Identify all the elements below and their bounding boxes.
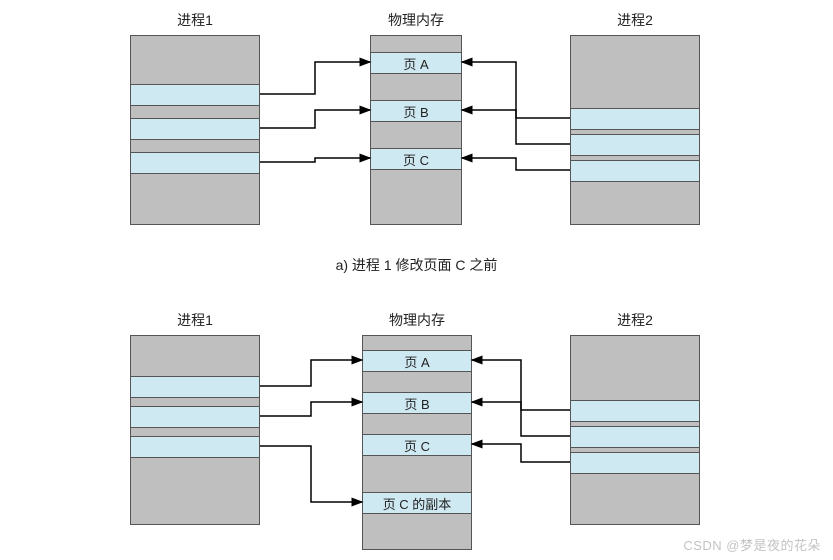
page-slot <box>571 426 699 448</box>
page-slot <box>131 152 259 174</box>
diagram-before: 进程1 物理内存 进程2 页 A 页 B 页 C <box>0 10 833 260</box>
column-label: 物理内存 <box>362 310 472 330</box>
page-slot <box>571 452 699 474</box>
caption-a: a) 进程 1 修改页面 C 之前 <box>0 255 833 275</box>
column-label: 进程2 <box>570 10 700 30</box>
page-slot <box>131 376 259 398</box>
memory-block <box>570 335 700 525</box>
page-slot <box>571 160 699 182</box>
page-slot <box>571 108 699 130</box>
memory-block: 页 A 页 B 页 C 页 C 的副本 <box>362 335 472 550</box>
column-label: 物理内存 <box>370 10 462 30</box>
memory-block: 页 A 页 B 页 C <box>370 35 462 225</box>
column-label: 进程1 <box>130 310 260 330</box>
page-slot <box>571 400 699 422</box>
page-pageC: 页 C <box>371 148 461 170</box>
page-slot <box>131 436 259 458</box>
diagram-after: 进程1 物理内存 进程2 页 A 页 B 页 C 页 C 的副本 <box>0 310 833 550</box>
page-slot <box>131 118 259 140</box>
page-pageA: 页 A <box>371 52 461 74</box>
memory-block <box>130 35 260 225</box>
watermark: CSDN @梦是夜的花朵 <box>683 535 821 554</box>
page-pageB: 页 B <box>371 100 461 122</box>
page-pageC_copy: 页 C 的副本 <box>363 492 471 514</box>
column-label: 进程1 <box>130 10 260 30</box>
page-pageA: 页 A <box>363 350 471 372</box>
page-slot <box>131 84 259 106</box>
memory-block <box>570 35 700 225</box>
memory-block <box>130 335 260 525</box>
page-pageC: 页 C <box>363 434 471 456</box>
page-slot <box>571 134 699 156</box>
page-slot <box>131 406 259 428</box>
column-label: 进程2 <box>570 310 700 330</box>
page-pageB: 页 B <box>363 392 471 414</box>
